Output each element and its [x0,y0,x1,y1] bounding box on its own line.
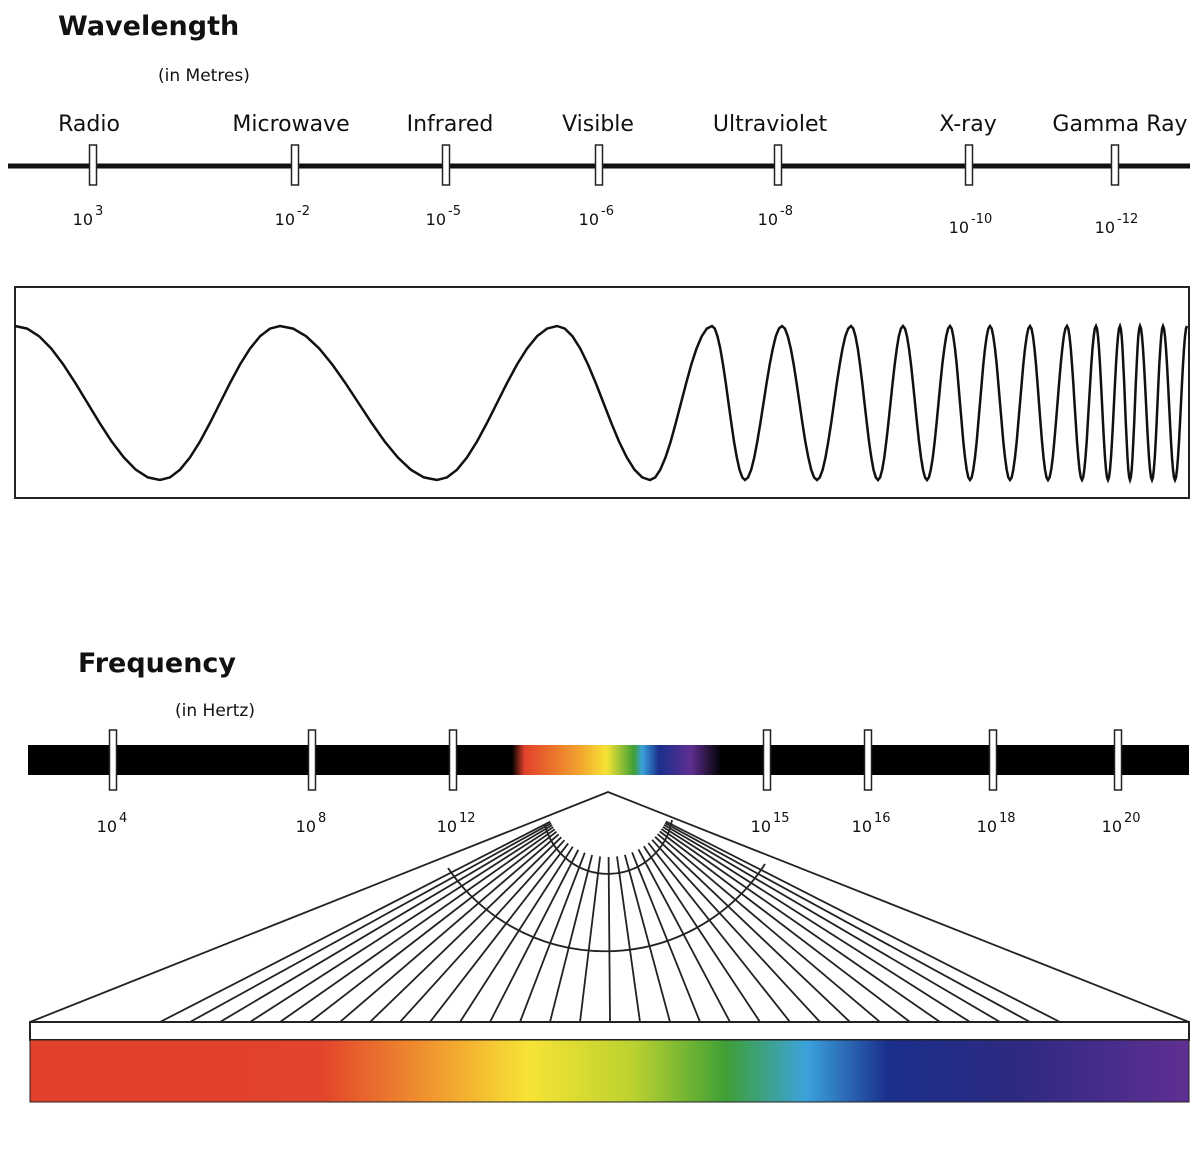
power-base: 10 [437,817,457,836]
ray [489,849,580,1023]
power-exponent: 8 [318,811,326,826]
power-exponent: 20 [1124,811,1141,826]
band-name: Radio [58,112,120,137]
power-exponent: 12 [459,811,476,826]
tick [1113,729,1123,791]
frequency-unit: (in Hertz) [175,701,255,721]
ray [279,828,556,1023]
ray [659,830,911,1023]
band-name: X-ray [939,112,996,137]
wave-box [14,286,1190,499]
power-base: 10 [1095,218,1115,237]
ray [651,839,821,1023]
spectrum-frame [29,1021,1190,1041]
power-base: 10 [296,817,316,836]
ray [309,830,558,1023]
tick [290,144,300,186]
power-base: 10 [97,817,117,836]
tick [88,144,98,186]
wavelength-title: Wavelength [58,11,239,42]
power-base: 10 [1102,817,1122,836]
band-name: Ultraviolet [713,112,828,137]
power-exponent: 15 [773,811,790,826]
tick [762,729,772,791]
tick [1110,144,1120,186]
tick [594,144,604,186]
power-exponent: -12 [1117,212,1138,227]
band-name: Gamma Ray [1052,112,1187,137]
ray [607,856,611,1023]
band-name: Infrared [407,112,494,137]
tick [307,729,317,791]
power-exponent: 4 [119,811,127,826]
tick [988,729,998,791]
wavelength-unit: (in Metres) [158,66,250,86]
ray [369,836,562,1023]
power-base: 10 [73,210,93,229]
power-base: 10 [751,817,771,836]
ray [662,826,971,1023]
visible-spectrum [29,1039,1190,1103]
tick [108,729,118,791]
tick [773,144,783,186]
power-base: 10 [758,210,778,229]
fan [29,791,1190,1023]
power-exponent: -2 [297,204,310,219]
band-name: Microwave [232,112,349,137]
power-exponent: 18 [999,811,1016,826]
ray [657,833,881,1023]
power-base: 10 [977,817,997,836]
power-base: 10 [949,218,969,237]
power-base: 10 [275,210,295,229]
fan-outline [29,791,1190,1023]
ray [399,839,566,1023]
ray [663,824,1001,1023]
tick [964,144,974,186]
ray [624,854,671,1023]
frequency-title: Frequency [78,648,236,679]
tick [863,729,873,791]
visible-band [512,745,722,775]
power-exponent: -6 [601,204,614,219]
ray [654,836,851,1023]
power-exponent: 3 [95,204,103,219]
ray [519,852,586,1023]
ray [249,826,554,1023]
ray [189,822,552,1023]
ray [549,854,593,1023]
power-base: 10 [579,210,599,229]
ray [429,842,569,1023]
ray [339,833,560,1023]
ray [579,856,601,1023]
tick [441,144,451,186]
ray [643,845,761,1023]
ray [664,822,1031,1023]
power-base: 10 [426,210,446,229]
ray [647,842,791,1023]
band-name: Visible [562,112,634,137]
outer-arc [447,863,766,953]
wave [14,322,1189,485]
power-exponent: -8 [780,204,793,219]
tick [448,729,458,791]
ray [631,852,701,1023]
ray [459,846,574,1023]
ray [660,828,941,1023]
power-exponent: -5 [448,204,461,219]
ray [616,856,641,1023]
ray [219,824,553,1023]
power-exponent: -10 [971,212,992,227]
power-base: 10 [852,817,872,836]
ray [159,820,551,1023]
ray [665,820,1061,1023]
power-exponent: 16 [874,811,891,826]
ray [637,848,731,1023]
